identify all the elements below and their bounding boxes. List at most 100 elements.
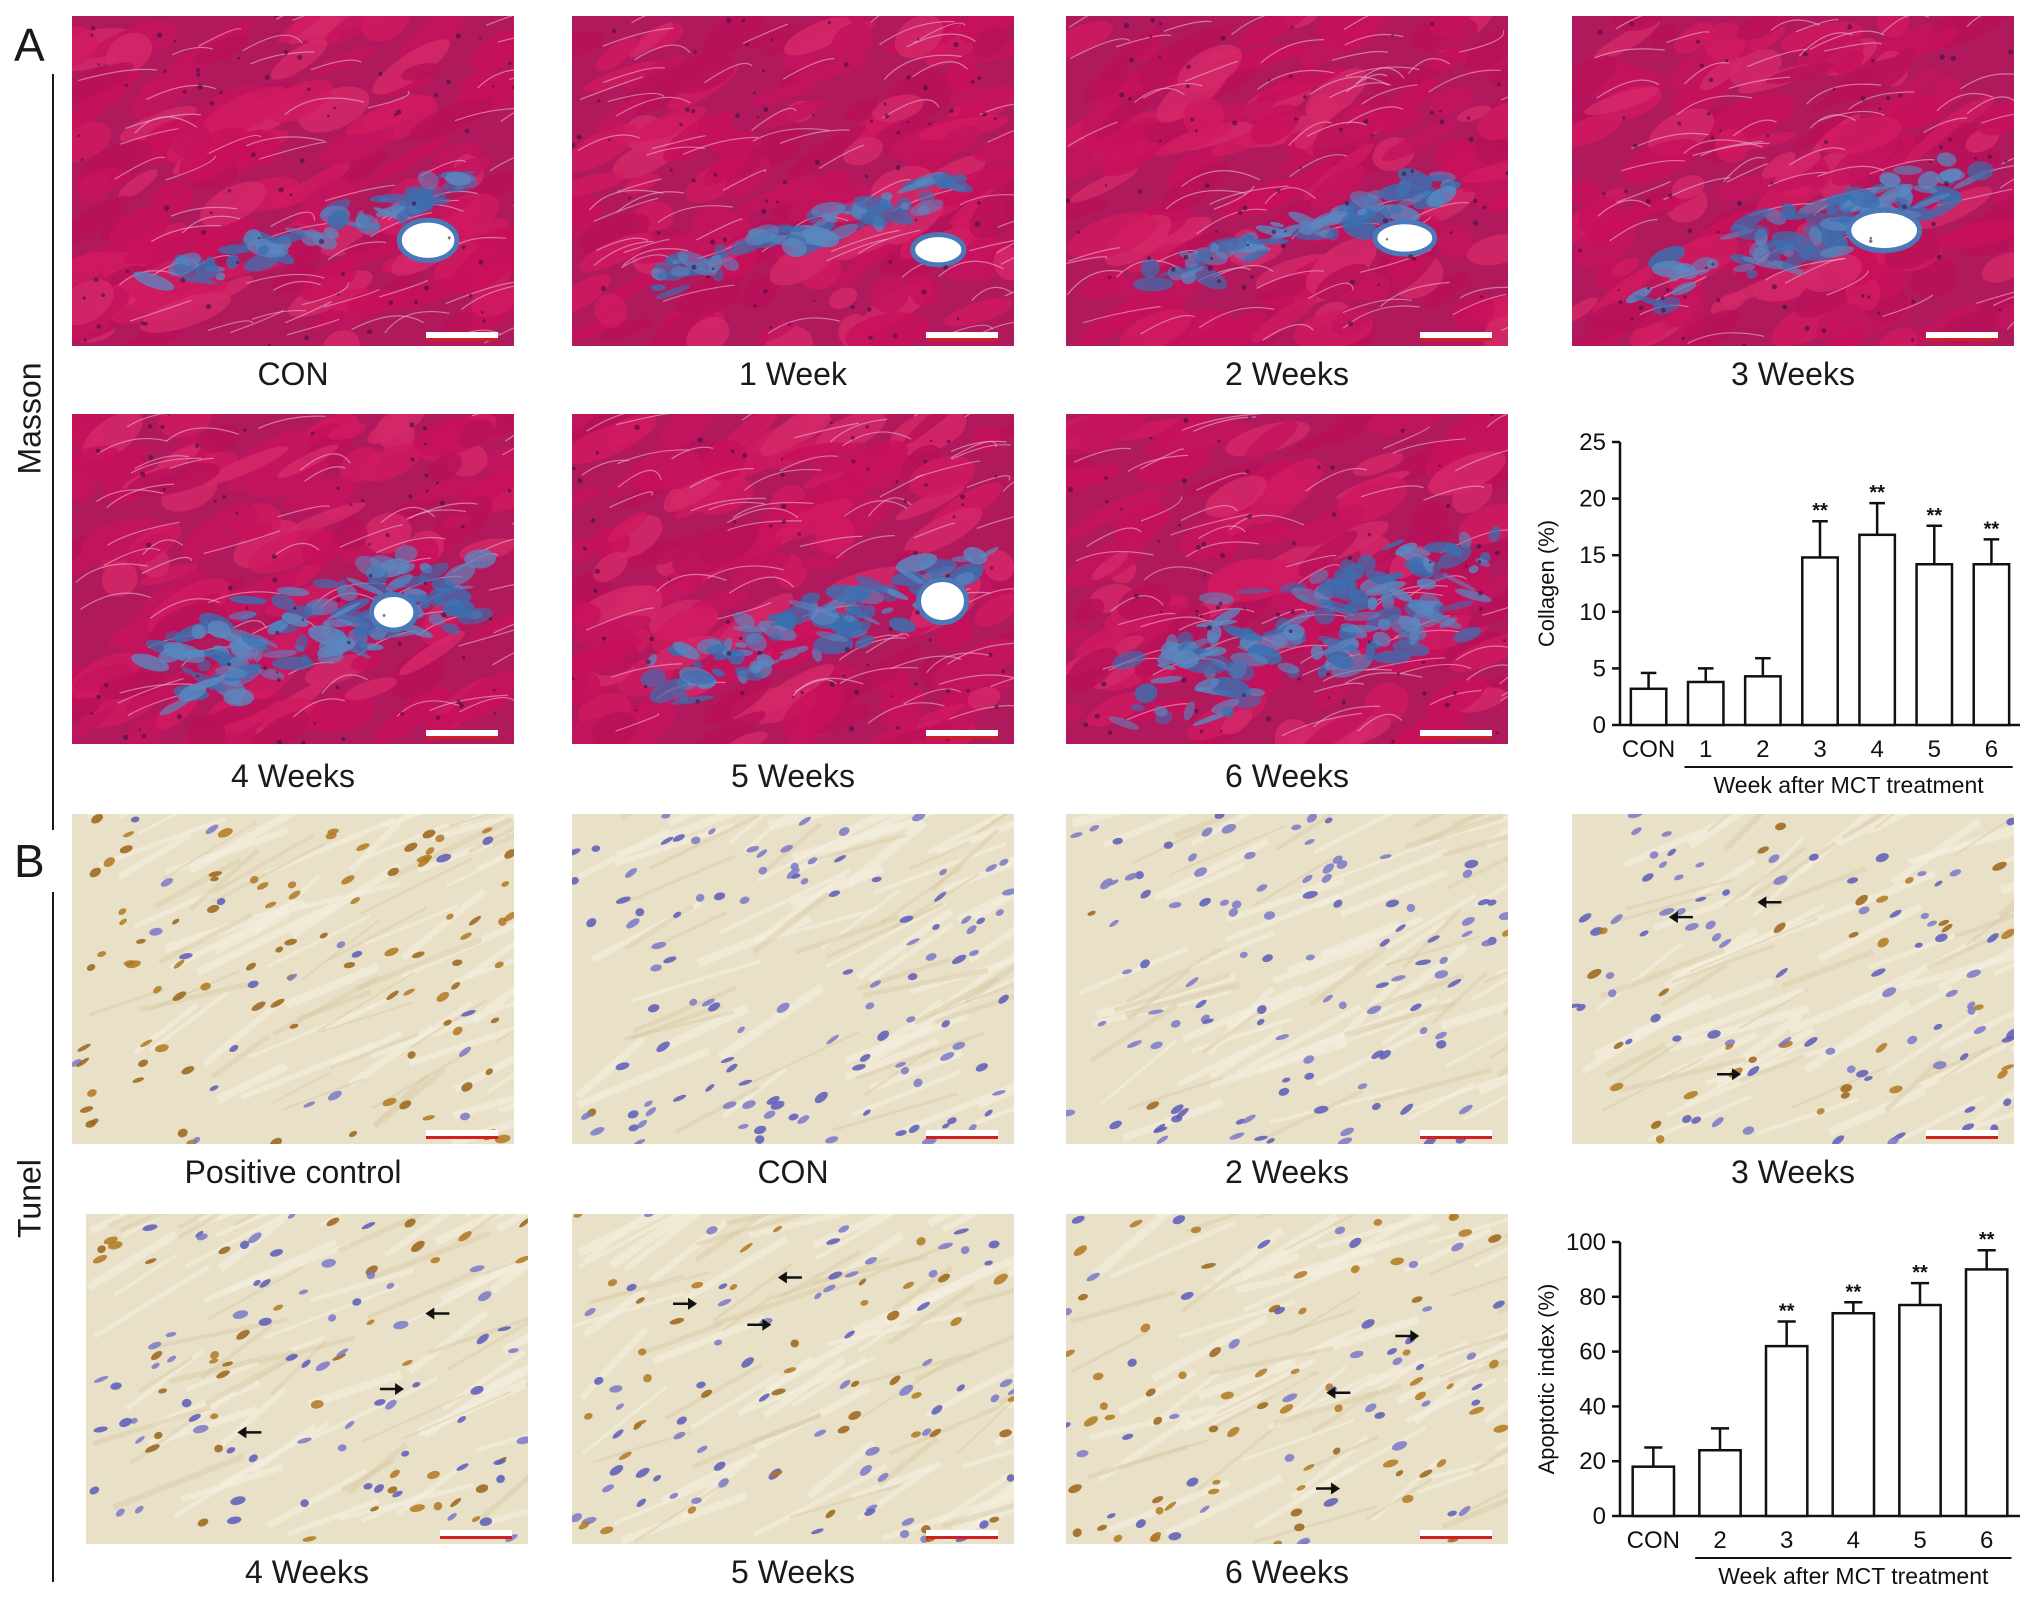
y-tick-label: 5	[1593, 655, 1606, 682]
caption-masson-5-weeks: 5 Weeks	[731, 758, 855, 794]
caption-masson-1-week: 1 Week	[739, 356, 847, 392]
muscle-fibers	[572, 414, 1014, 744]
x-tick-label: 5	[1928, 736, 1941, 763]
caption-masson-6-weeks: 6 Weeks	[1225, 758, 1349, 794]
scale-bar	[1926, 1130, 1998, 1139]
nuclei	[72, 814, 514, 1144]
panel-b-bracket	[52, 892, 54, 1582]
bar	[1915, 563, 1954, 727]
tissue-background	[85, 814, 514, 1144]
caption-masson-con: CON	[257, 356, 329, 392]
x-tick-label: 4	[1847, 1527, 1860, 1554]
arrow-icon	[1316, 1329, 1420, 1495]
significance-marker: **	[1869, 482, 1885, 504]
collagen-fibrosis	[132, 170, 478, 291]
caption-masson-4-weeks: 4 Weeks	[231, 758, 355, 794]
scale-bar	[926, 1130, 998, 1139]
y-tick-label: 15	[1579, 542, 1606, 569]
y-tick-label: 25	[1579, 429, 1606, 456]
caption-tunel-3-weeks: 3 Weeks	[1731, 1154, 1855, 1190]
y-tick-label: 20	[1579, 1448, 1606, 1475]
scale-bar	[1420, 1130, 1492, 1139]
bar	[1801, 556, 1839, 727]
masson-micrograph-5-weeks	[572, 414, 1014, 744]
scale-bar	[926, 332, 998, 341]
row-label-masson: Masson	[11, 362, 48, 475]
nuclei	[1066, 814, 1508, 1144]
significance-marker: **	[1812, 500, 1828, 522]
vessel-lumen	[396, 217, 460, 263]
vessel-lumen	[910, 232, 967, 268]
panel-letter-a: A	[14, 19, 45, 71]
scale-bar	[926, 1530, 998, 1539]
caption-tunel-4-weeks: 4 Weeks	[245, 1554, 369, 1590]
y-tick-label: 20	[1579, 486, 1606, 513]
significance-marker: **	[1926, 505, 1942, 527]
bar	[1858, 533, 1897, 727]
x-tick-label: CON	[1627, 1527, 1680, 1554]
nuclei	[89, 1214, 528, 1542]
y-tick-label: 0	[1593, 712, 1606, 739]
bar	[1698, 1448, 1742, 1518]
scale-bar	[426, 332, 498, 341]
masson-micrograph-con	[72, 16, 514, 346]
vessel-lumen	[1846, 207, 1923, 254]
x-tick-label: 3	[1780, 1527, 1793, 1554]
significance-marker: **	[1984, 518, 2000, 540]
bar	[1972, 563, 2011, 727]
scale-bar	[1420, 332, 1492, 341]
nuclei	[572, 1214, 1014, 1543]
tissue-background	[1070, 1214, 1508, 1544]
y-tick-label: 100	[1566, 1229, 1606, 1256]
bar	[1831, 1311, 1876, 1518]
x-tick-label: 2	[1713, 1527, 1726, 1554]
scale-bar	[1926, 332, 1998, 341]
panel-letter-b: B	[14, 835, 45, 887]
y-axis-label: Apoptotic index (%)	[1534, 1284, 1559, 1475]
masson-micrograph-4-weeks	[72, 414, 514, 744]
arrow-icon	[1668, 896, 1782, 1081]
vessel-lumen	[1372, 219, 1438, 257]
significance-marker: **	[1846, 1281, 1862, 1303]
x-tick-label: 4	[1870, 736, 1883, 763]
x-tick-label: 1	[1699, 736, 1712, 763]
bar	[1764, 1344, 1809, 1518]
tunel-micrograph-3-weeks	[1572, 814, 2014, 1144]
arrow-icon	[673, 1271, 802, 1331]
caption-tunel-6-weeks: 6 Weeks	[1225, 1554, 1349, 1590]
bar	[1629, 687, 1668, 727]
bar	[1743, 675, 1782, 727]
bar	[1686, 680, 1725, 727]
tunel-micrograph-6-weeks	[1066, 1214, 1508, 1544]
caption-tunel-con: CON	[757, 1154, 829, 1190]
x-tick-label: 5	[1913, 1527, 1926, 1554]
significance-marker: **	[1779, 1300, 1795, 1322]
x-axis-label: Week after MCT treatment	[1718, 1563, 1989, 1589]
y-tick-label: 60	[1579, 1339, 1606, 1366]
caption-tunel-2-weeks: 2 Weeks	[1225, 1154, 1349, 1190]
masson-micrograph-6-weeks	[1066, 414, 1508, 744]
nuclei	[1066, 1214, 1508, 1544]
tunel-micrograph-con	[572, 814, 1014, 1144]
tunel-micrograph-4-weeks	[86, 1214, 528, 1544]
scale-bar	[1420, 1530, 1492, 1539]
caption-masson-3-weeks: 3 Weeks	[1731, 356, 1855, 392]
collagen-fibrosis	[1108, 526, 1501, 730]
significance-marker: **	[1912, 1262, 1928, 1284]
significance-marker: **	[1979, 1229, 1995, 1251]
bar	[1964, 1268, 2009, 1518]
y-axis-label: Collagen (%)	[1534, 520, 1559, 647]
muscle-fibers	[1572, 16, 2014, 346]
nuclei	[572, 814, 1014, 1144]
caption-tunel-5-weeks: 5 Weeks	[731, 1554, 855, 1590]
collagen-bar-chart: 0 5 10 15 20 25 Collagen (%) CON 1 2 ** 3 ** 4 ** 5 ** 6 W…	[1520, 420, 2032, 810]
scale-bar	[926, 730, 998, 739]
vessel-lumen	[916, 576, 970, 626]
arrow-icon	[237, 1307, 450, 1439]
y-tick-label: 0	[1593, 1503, 1606, 1530]
panel-a-bracket	[52, 74, 54, 830]
row-label-tunel: Tunel	[11, 1159, 48, 1238]
y-tick-label: 40	[1579, 1393, 1606, 1420]
tissue-background	[572, 1214, 1014, 1544]
apoptotic-index-bar-chart: 0 20 40 60 80 100 Apoptotic index (%) CON 2 ** 3 **…	[1520, 1222, 2032, 1594]
